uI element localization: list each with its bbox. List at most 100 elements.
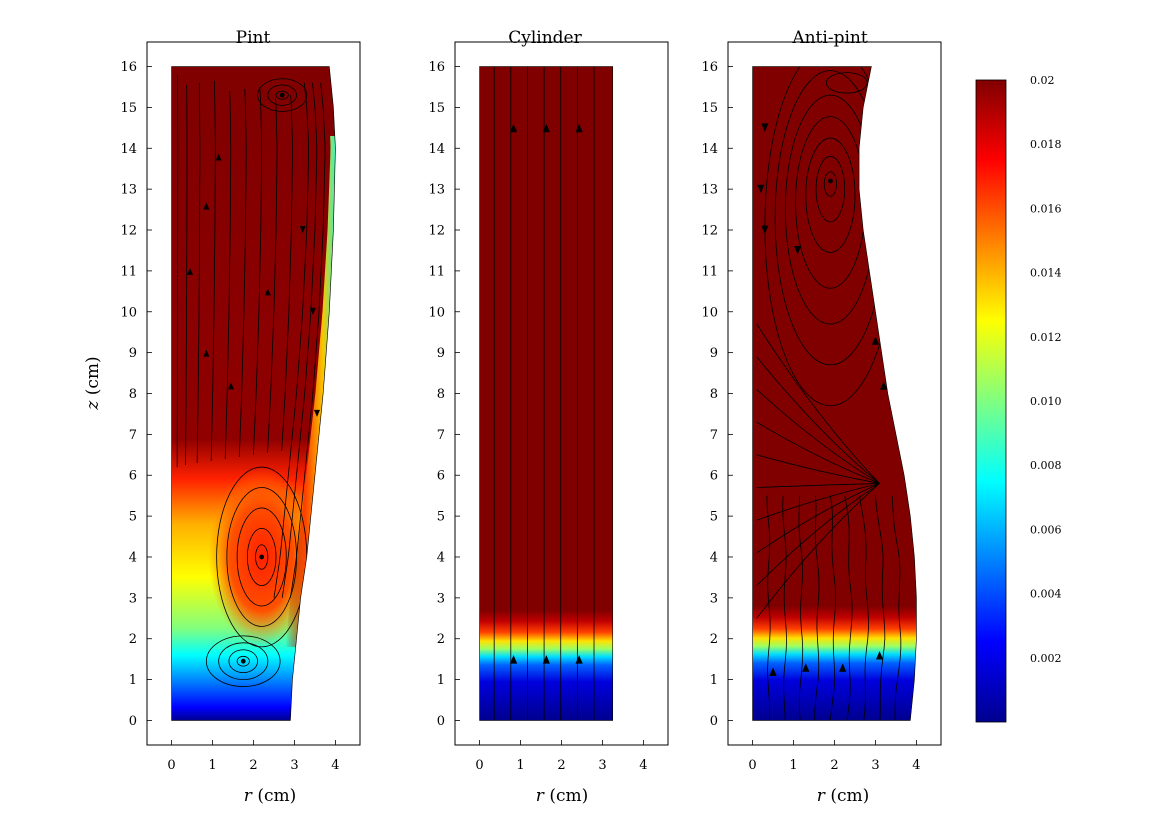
pint-ylabel: z (cm) — [83, 356, 103, 410]
colorbar-gradient — [975, 79, 1007, 723]
antipint-vortex-streamline — [825, 72, 868, 94]
cylinder-field — [479, 66, 613, 721]
cylinder-arrow — [542, 123, 550, 133]
y-tick-label: 6 — [437, 469, 445, 484]
x-tick-label: 0 — [748, 758, 756, 773]
antipint-streamline — [756, 483, 880, 521]
y-tick-label: 10 — [701, 305, 718, 320]
colorbar-tick-label: 0.004 — [1030, 588, 1062, 601]
colorbar-tick-label: 0.006 — [1030, 523, 1062, 536]
cylinder-arrow — [575, 123, 583, 133]
pint-container-outline — [171, 66, 336, 721]
pint-streamline — [281, 82, 318, 598]
x-tick-label: 4 — [912, 758, 920, 773]
antipint-streamline — [756, 454, 880, 484]
y-tick-label: 15 — [428, 101, 445, 116]
pint-arrow — [187, 267, 194, 275]
antipint-arrow — [769, 667, 777, 676]
pint-streamline — [238, 88, 247, 457]
pint-vortex-center — [240, 658, 246, 664]
colorbar-tick-label: 0.02 — [1030, 74, 1055, 87]
antipint-title: Anti-pint — [791, 28, 868, 48]
pint-arrow — [203, 349, 210, 357]
pint-vortex-streamline — [267, 84, 297, 106]
pint-arrow — [309, 307, 316, 315]
y-tick-label: 1 — [129, 673, 137, 688]
y-tick-label: 13 — [701, 183, 718, 198]
y-tick-label: 16 — [428, 60, 445, 75]
y-tick-label: 9 — [437, 346, 445, 361]
antipint-streamline — [756, 483, 880, 619]
pint-arrow — [227, 382, 234, 390]
y-tick-label: 11 — [428, 264, 445, 279]
pint-vortex-streamline — [246, 527, 277, 586]
pint-streamline — [267, 97, 278, 453]
antipint-streamline — [756, 483, 880, 488]
colorbar-tick-label: 0.002 — [1030, 652, 1062, 665]
colorbar-tick-label: 0.018 — [1030, 138, 1062, 151]
colorbar-tick-label: 0.014 — [1030, 267, 1062, 280]
antipint-arrow — [757, 184, 765, 194]
antipint-streamline — [756, 356, 880, 484]
antipint-streamline — [859, 495, 869, 721]
y-tick-label: 14 — [428, 142, 445, 157]
y-tick-label: 5 — [437, 510, 445, 525]
y-tick-label: 10 — [428, 305, 445, 320]
pint-arrow — [313, 409, 320, 417]
colorbar-tick-label: 0.010 — [1030, 395, 1062, 408]
colorbar-tick-label: 0.012 — [1030, 331, 1062, 344]
antipint-arrow — [871, 336, 880, 345]
pint-vortex-streamline — [218, 642, 269, 681]
colorbar-tick-label: 0.008 — [1030, 459, 1062, 472]
antipint-streamline — [814, 495, 820, 721]
pint-title: Pint — [236, 28, 271, 48]
y-tick-label: 0 — [710, 714, 718, 729]
y-tick-label: 7 — [437, 428, 445, 443]
antipint-arrow — [761, 123, 769, 132]
x-tick-label: 1 — [208, 758, 216, 773]
y-tick-label: 6 — [129, 469, 137, 484]
antipint-vortex-center — [828, 178, 833, 184]
pint-vortex-streamline — [226, 487, 297, 627]
antipint-streamline — [798, 495, 804, 721]
x-tick-label: 2 — [249, 758, 257, 773]
y-tick-label: 4 — [710, 550, 718, 565]
pint-vortex-streamline — [236, 655, 250, 667]
antipint-arrow — [794, 246, 802, 255]
x-tick-label: 2 — [557, 758, 565, 773]
x-tick-label: 3 — [598, 758, 606, 773]
pint-streamline — [176, 74, 179, 468]
x-tick-label: 4 — [639, 758, 647, 773]
antipint-arrow — [839, 663, 847, 672]
y-tick-label: 4 — [437, 550, 445, 565]
pint-arrow — [215, 153, 222, 161]
antipint-panel: Anti-pint 0 1 2 3 4012345678910111213141516 … — [701, 28, 942, 806]
pint-streamline — [224, 91, 232, 459]
cylinder-arrow — [509, 123, 518, 133]
x-tick-label: 0 — [167, 758, 175, 773]
y-tick-label: 0 — [437, 714, 445, 729]
pint-arrow — [264, 288, 271, 296]
y-tick-label: 2 — [437, 632, 445, 647]
cylinder-title: Cylinder — [508, 28, 582, 48]
y-tick-label: 3 — [129, 591, 137, 606]
x-tick-label: 1 — [789, 758, 797, 773]
pint-vortex-streamline — [275, 90, 289, 100]
y-tick-label: 16 — [120, 60, 137, 75]
y-tick-label: 14 — [701, 142, 718, 157]
y-tick-label: 7 — [710, 428, 718, 443]
y-tick-label: 8 — [437, 387, 445, 402]
y-tick-label: 13 — [120, 183, 137, 198]
pint-vortex-streamline — [236, 507, 287, 607]
y-tick-label: 9 — [129, 346, 137, 361]
antipint-vortex-streamline — [815, 156, 846, 223]
cylinder-arrow — [575, 655, 583, 664]
pint-vortex-center — [279, 92, 285, 98]
antipint-streamline — [766, 495, 771, 721]
pint-streamline — [210, 80, 216, 461]
antipint-interface — [752, 606, 917, 721]
x-tick-label: 4 — [331, 758, 339, 773]
